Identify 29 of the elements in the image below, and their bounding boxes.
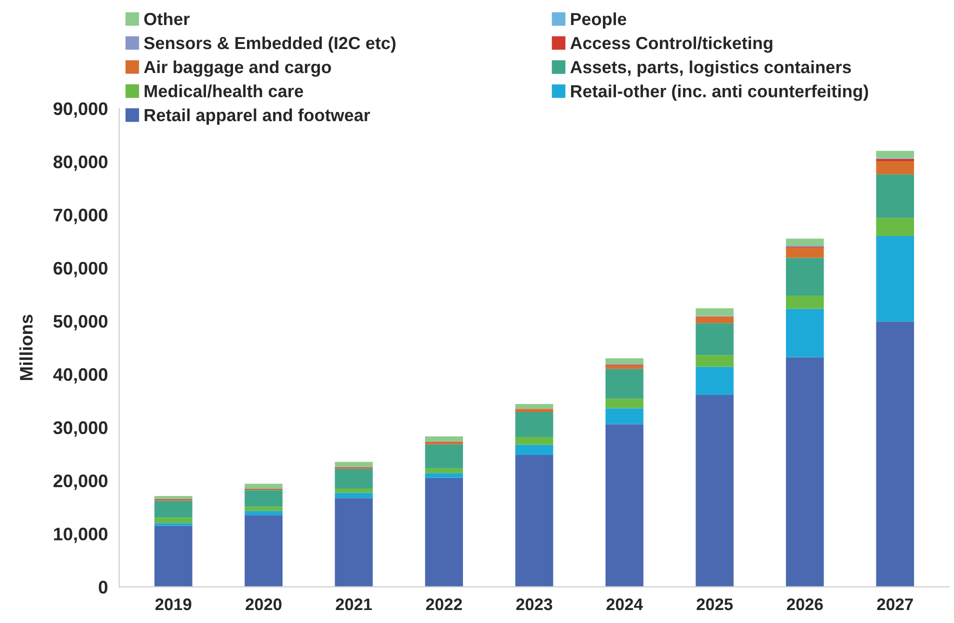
legend-label: Retail-other (inc. anti counterfeiting) xyxy=(571,84,868,101)
y-tick-label: 80,000 xyxy=(53,156,108,171)
legend-label: Retail apparel and footwear xyxy=(144,108,370,125)
x-tick-label: 2021 xyxy=(336,598,372,610)
y-tick-label: 10,000 xyxy=(54,528,108,544)
x-tick-label: 2022 xyxy=(426,598,462,610)
x-tick-label: 2026 xyxy=(786,598,823,610)
legend-label: Sensors & Embedded (I2C etc) xyxy=(144,36,396,53)
y-tick-label: 90,000 xyxy=(54,102,108,118)
y-tick-label: 30,000 xyxy=(53,421,108,437)
legend-label: Other xyxy=(144,12,190,26)
y-tick-label: 0 xyxy=(98,580,108,594)
x-tick-label: 2023 xyxy=(516,598,552,610)
x-tick-label: 2025 xyxy=(696,598,733,610)
y-tick-label: 20,000 xyxy=(54,474,108,490)
x-tick-label: 2024 xyxy=(606,598,643,610)
legend-label: Assets, parts, logistics containers xyxy=(570,60,851,77)
y-tick-label: 50,000 xyxy=(53,314,108,330)
legend-label: Medical/health care xyxy=(144,84,304,98)
legend-label: Air baggage and cargo xyxy=(144,60,331,77)
legend-label: People xyxy=(571,12,626,29)
y-tick-label: 40,000 xyxy=(53,368,108,384)
y-tick-label: 70,000 xyxy=(54,208,108,224)
y-tick-label: 60,000 xyxy=(54,262,108,278)
x-tick-label: 2019 xyxy=(155,598,192,610)
x-tick-label: 2027 xyxy=(877,598,913,610)
y-axis-title: Millions xyxy=(19,314,33,380)
legend-label: Access Control/ticketing xyxy=(570,36,772,53)
x-tick-label: 2020 xyxy=(246,598,282,610)
